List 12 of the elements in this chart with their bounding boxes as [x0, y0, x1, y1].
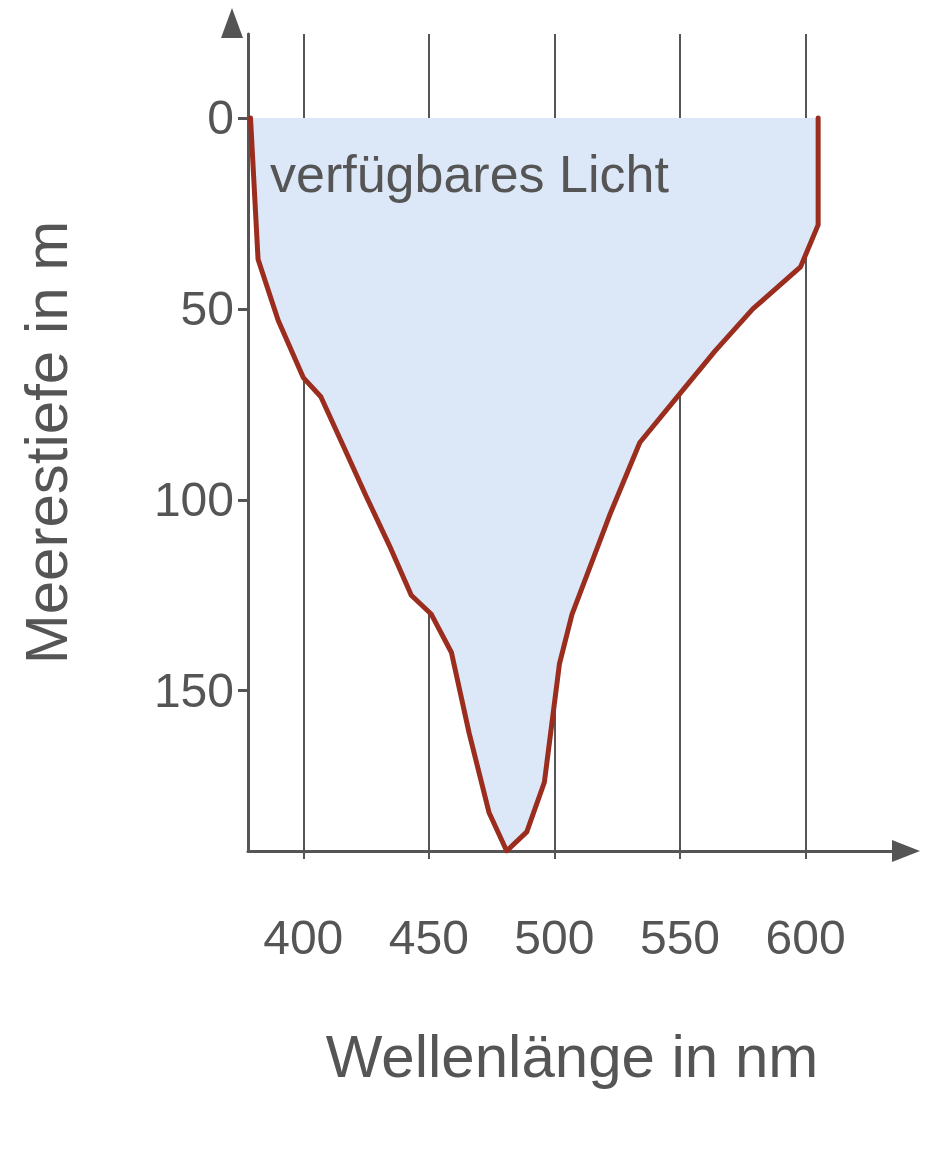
x-tick-label: 400	[263, 910, 344, 964]
y-axis-title: Meerestiefe in m	[12, 220, 80, 665]
x-tick-label: 550	[639, 910, 721, 964]
x-tick-label: 600	[765, 910, 846, 964]
y-tick-label: 50	[180, 282, 234, 336]
annotation: verfügbares Licht	[270, 145, 670, 203]
y-tick-label: 0	[207, 91, 234, 145]
y-tick-label: 100	[153, 473, 234, 527]
x-tick-label: 500	[514, 910, 595, 964]
x-axis-title: Wellenlänge in nm	[325, 1022, 819, 1090]
y-tick-label: 150	[153, 664, 234, 718]
x-tick-label: 450	[388, 910, 469, 964]
